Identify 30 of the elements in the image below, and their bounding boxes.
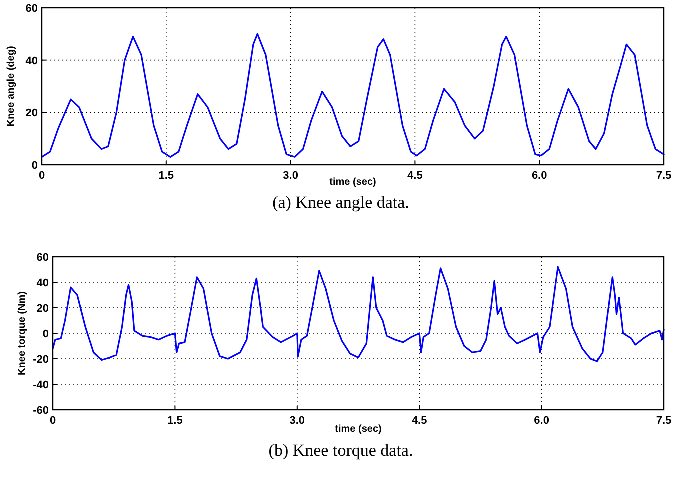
- x-tick-label: 6.0: [532, 170, 548, 182]
- x-tick-label: 7.5: [656, 170, 672, 182]
- x-tick-label: 0: [50, 415, 56, 427]
- line-series: [52, 266, 665, 362]
- x-tick-label: 4.5: [412, 415, 428, 427]
- y-tick-label: 40: [26, 55, 38, 68]
- x-tick-label: 7.5: [656, 415, 672, 427]
- y-tick-label: 60: [36, 252, 49, 264]
- y-tick-label: -40: [33, 380, 49, 392]
- x-axis-title: time (sec): [335, 424, 382, 435]
- y-tick-label: 20: [36, 303, 49, 315]
- x-tick-label: 1.5: [168, 415, 183, 427]
- x-tick-label: 4.5: [408, 170, 423, 182]
- y-axis-title: Knee angle (deg): [6, 46, 17, 127]
- y-tick-label: 0: [42, 328, 49, 340]
- y-tick-label: 40: [36, 278, 49, 290]
- text: (a) Knee angle data.: [272, 193, 410, 212]
- y-tick-label: -60: [33, 405, 49, 417]
- x-tick-label: 6.0: [534, 415, 550, 427]
- x-tick-label: 3.0: [290, 415, 306, 427]
- line-series: [41, 33, 665, 158]
- y-tick-label: 0: [32, 160, 38, 172]
- y-tick-label: 60: [26, 3, 38, 15]
- x-tick-label: 3.0: [283, 170, 298, 182]
- x-tick-label: 1.5: [158, 170, 174, 182]
- y-tick-label: 20: [26, 108, 38, 120]
- y-axis-title: Knee torque (Nm): [17, 292, 28, 376]
- y-tick-label: -20: [33, 354, 49, 366]
- text: (b) Knee torque data.: [268, 441, 414, 460]
- x-axis-title: time (sec): [330, 177, 376, 188]
